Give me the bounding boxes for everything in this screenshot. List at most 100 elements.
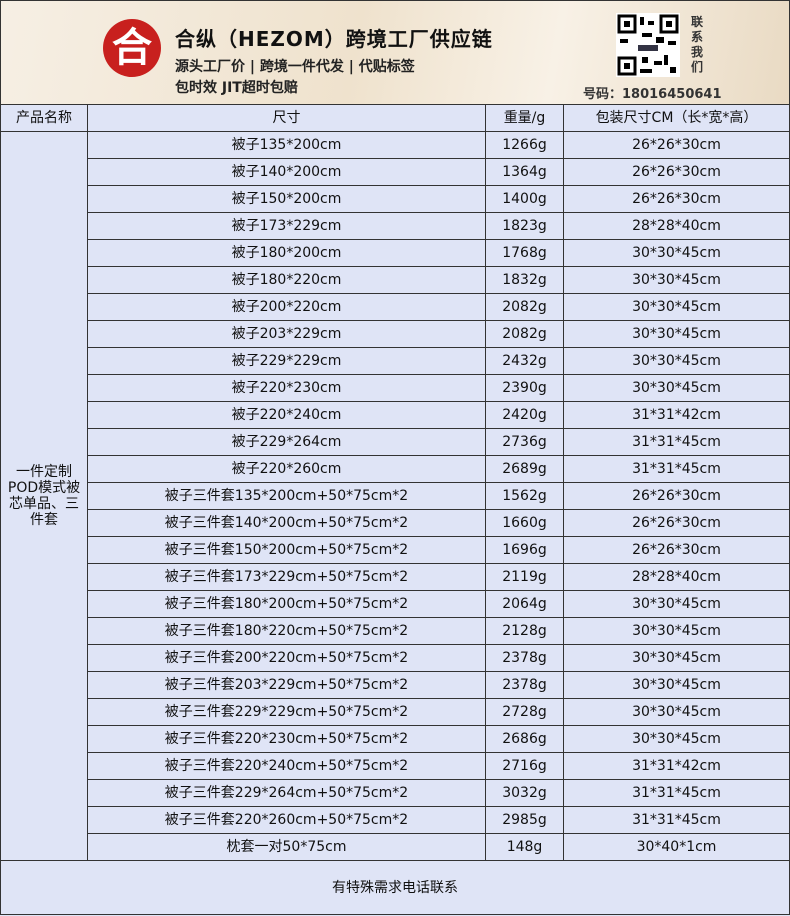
weight: 2378g [485,671,564,699]
package-size: 26*26*30cm [563,185,790,213]
size: 被子三件套180*220cm+50*75cm*2 [87,617,486,645]
package-size: 30*30*45cm [563,725,790,753]
phone: 号码：18016450641 [583,87,722,102]
table-row: 被子三件套135*200cm+50*75cm*2 1562g 26*26*30cm [1,482,790,510]
weight: 2390g [485,374,564,402]
weight: 2736g [485,428,564,456]
size: 被子180*220cm [87,266,486,294]
package-size: 30*30*45cm [563,374,790,402]
table-row: 被子173*229cm 1823g 28*28*40cm [1,212,790,240]
package-size: 31*31*42cm [563,752,790,780]
weight: 2686g [485,725,564,753]
weight: 3032g [485,779,564,807]
weight: 1660g [485,509,564,537]
table-row: 被子三件套180*220cm+50*75cm*2 2128g 30*30*45cm [1,617,790,645]
size: 被子150*200cm [87,185,486,213]
table-row: 被子三件套220*260cm+50*75cm*2 2985g 31*31*45cm [1,806,790,834]
table-row: 一件定制POD模式被芯单品、三件套 被子135*200cm 1266g 26*26*3… [0,131,790,861]
weight: 1562g [485,482,564,510]
weight: 2716g [485,752,564,780]
package-size: 26*26*30cm [563,509,790,537]
table-row: 被子三件套220*230cm+50*75cm*2 2686g 30*30*45cm [1,725,790,753]
size: 被子三件套150*200cm+50*75cm*2 [87,536,486,564]
weight: 2119g [485,563,564,591]
weight: 1768g [485,239,564,267]
weight: 2420g [485,401,564,429]
package-size: 30*30*45cm [563,293,790,321]
table-row: 被子140*200cm 1364g 26*26*30cm [1,158,790,186]
weight: 2082g [485,293,564,321]
table-row: 被子三件套229*264cm+50*75cm*2 3032g 31*31*45cm [1,779,790,807]
package-size: 31*31*45cm [563,428,790,456]
package-size: 26*26*30cm [563,131,790,159]
package-size: 30*30*45cm [563,671,790,699]
size: 被子三件套200*220cm+50*75cm*2 [87,644,486,672]
header-tagline: 包时效 JIT超时包赔 [175,80,298,96]
weight: 2689g [485,455,564,483]
weight: 148g [485,833,564,861]
package-size: 30*30*45cm [563,590,790,618]
size: 被子229*264cm [87,428,486,456]
table-row: 被子三件套220*240cm+50*75cm*2 2716g 31*31*42cm [1,752,790,780]
table-row: 被子150*200cm 1400g 26*26*30cm [1,185,790,213]
package-size: 26*26*30cm [563,536,790,564]
table-row: 被子三件套150*200cm+50*75cm*2 1696g 26*26*30cm [1,536,790,564]
size: 被子三件套229*229cm+50*75cm*2 [87,698,486,726]
size: 被子135*200cm [87,131,486,159]
table-body: 产品名称 尺寸 重量/g 包装尺寸CM（长*宽*高） 一件定制POD模式被芯单品… [0,104,790,915]
weight: 1823g [485,212,564,240]
table-row: 被子180*220cm 1832g 30*30*45cm [1,266,790,294]
size: 被子220*260cm [87,455,486,483]
package-size: 31*31*45cm [563,455,790,483]
package-size: 28*28*40cm [563,563,790,591]
package-size: 30*30*45cm [563,347,790,375]
package-size: 30*30*45cm [563,698,790,726]
table-row: 被子180*200cm 1768g 30*30*45cm [1,239,790,267]
table-row: 被子三件套180*200cm+50*75cm*2 2064g 30*30*45cm [1,590,790,618]
package-size: 30*30*45cm [563,644,790,672]
size: 被子229*229cm [87,347,486,375]
size: 被子三件套173*229cm+50*75cm*2 [87,563,486,591]
weight: 1266g [485,131,564,159]
table-row: 被子三件套203*229cm+50*75cm*2 2378g 30*30*45cm [1,671,790,699]
size: 被子203*229cm [87,320,486,348]
weight: 1400g [485,185,564,213]
package-size: 30*30*45cm [563,266,790,294]
size-table: 产品名称 尺寸 重量/g 包装尺寸CM（长*宽*高） 一件定制POD模式被芯单品… [0,104,790,915]
size: 被子三件套180*200cm+50*75cm*2 [87,590,486,618]
table-row: 被子200*220cm 2082g 30*30*45cm [1,293,790,321]
table-row: 被子三件套173*229cm+50*75cm*2 2119g 28*28*40cm [1,563,790,591]
weight: 2378g [485,644,564,672]
size: 被子220*240cm [87,401,486,429]
table-row: 被子三件套140*200cm+50*75cm*2 1660g 26*26*30cm [1,509,790,537]
package-size: 26*26*30cm [563,482,790,510]
column-header: 重量/g [485,104,564,132]
table-row: 被子229*229cm 2432g 30*30*45cm [1,347,790,375]
package-size: 31*31*45cm [563,806,790,834]
column-header: 产品名称 [0,104,88,132]
size: 被子三件套220*240cm+50*75cm*2 [87,752,486,780]
size: 被子180*200cm [87,239,486,267]
table-row: 被子229*264cm 2736g 31*31*45cm [1,428,790,456]
table-row: 被子220*260cm 2689g 31*31*45cm [1,455,790,483]
package-size: 30*30*45cm [563,320,790,348]
logo: 合 [103,19,161,77]
size: 被子三件套135*200cm+50*75cm*2 [87,482,486,510]
weight: 1832g [485,266,564,294]
table-row: 被子220*230cm 2390g 30*30*45cm [1,374,790,402]
footer-note: 有特殊需求电话联系 [0,860,790,915]
package-size: 26*26*30cm [563,158,790,186]
weight: 2432g [485,347,564,375]
size: 被子200*220cm [87,293,486,321]
column-header: 包装尺寸CM（长*宽*高） [563,104,790,132]
package-size: 30*40*1cm [563,833,790,861]
size: 被子三件套203*229cm+50*75cm*2 [87,671,486,699]
header-row: 产品名称 尺寸 重量/g 包装尺寸CM（长*宽*高） [0,104,790,132]
contact-label: 联系我们 [691,15,704,74]
table-row: 被子203*229cm 2082g 30*30*45cm [1,320,790,348]
package-size: 28*28*40cm [563,212,790,240]
weight: 2082g [485,320,564,348]
product-name: 一件定制POD模式被芯单品、三件套 [0,131,88,861]
weight: 2985g [485,806,564,834]
table-row: 被子三件套229*229cm+50*75cm*2 2728g 30*30*45cm [1,698,790,726]
